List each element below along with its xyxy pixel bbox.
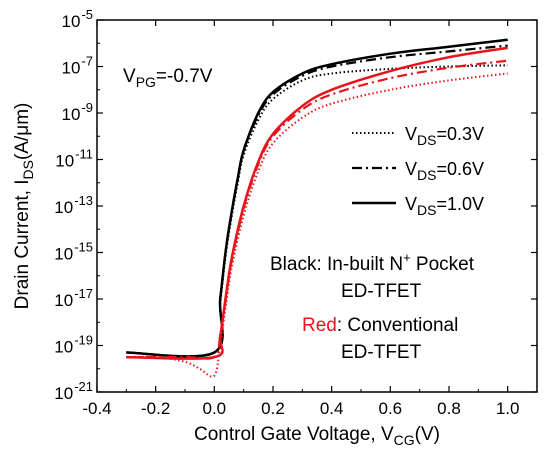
series-layer — [126, 38, 508, 378]
y-tick-label: 10-7 — [62, 54, 93, 78]
y-tick-label: 10-5 — [62, 7, 93, 31]
note-black: Black: In-built N+ Pocket — [270, 250, 475, 275]
note-red-line2: ED-TFET — [341, 342, 422, 363]
x-tick-label: 0.4 — [320, 399, 344, 418]
x-tick-label: -0.4 — [82, 399, 111, 418]
x-tick-label: -0.2 — [141, 399, 170, 418]
series-line-black-solid — [126, 38, 508, 358]
series-line-red-solid — [126, 46, 508, 360]
legend-label-1: VDS=0.6V — [405, 159, 484, 183]
vpg-annotation: VPG=-0.7V — [123, 66, 213, 90]
note-red: Red: Conventional — [302, 315, 458, 336]
y-tick-label: 10-19 — [54, 333, 93, 357]
series-line-red-dotted — [126, 72, 508, 378]
y-tick-label: 10-13 — [54, 193, 93, 217]
x-tick-label: 0.0 — [203, 399, 227, 418]
legend-label-0: VDS=0.3V — [405, 124, 484, 148]
y-tick-label: 10-9 — [62, 100, 93, 124]
x-tick-label: 1.0 — [496, 399, 520, 418]
device-notes: Black: In-built N+ Pocket ED-TFET Red: C… — [270, 250, 475, 363]
x-tick-label: 0.8 — [437, 399, 461, 418]
y-axis-title: Drain Current, IDS(A/μm) — [12, 103, 36, 310]
y-tick-label: 10-15 — [54, 240, 93, 264]
note-black-line2: ED-TFET — [341, 281, 422, 302]
x-tick-label: 0.2 — [261, 399, 285, 418]
legend-label-2: VDS=1.0V — [405, 194, 484, 218]
legend: VDS=0.3V VDS=0.6V VDS=1.0V — [352, 124, 484, 218]
x-axis-title: Control Gate Voltage, VCG(V) — [194, 424, 440, 448]
y-tick-label: 10-17 — [54, 286, 93, 310]
x-tick-label: 0.6 — [379, 399, 403, 418]
y-tick-label: 10-11 — [55, 147, 93, 171]
